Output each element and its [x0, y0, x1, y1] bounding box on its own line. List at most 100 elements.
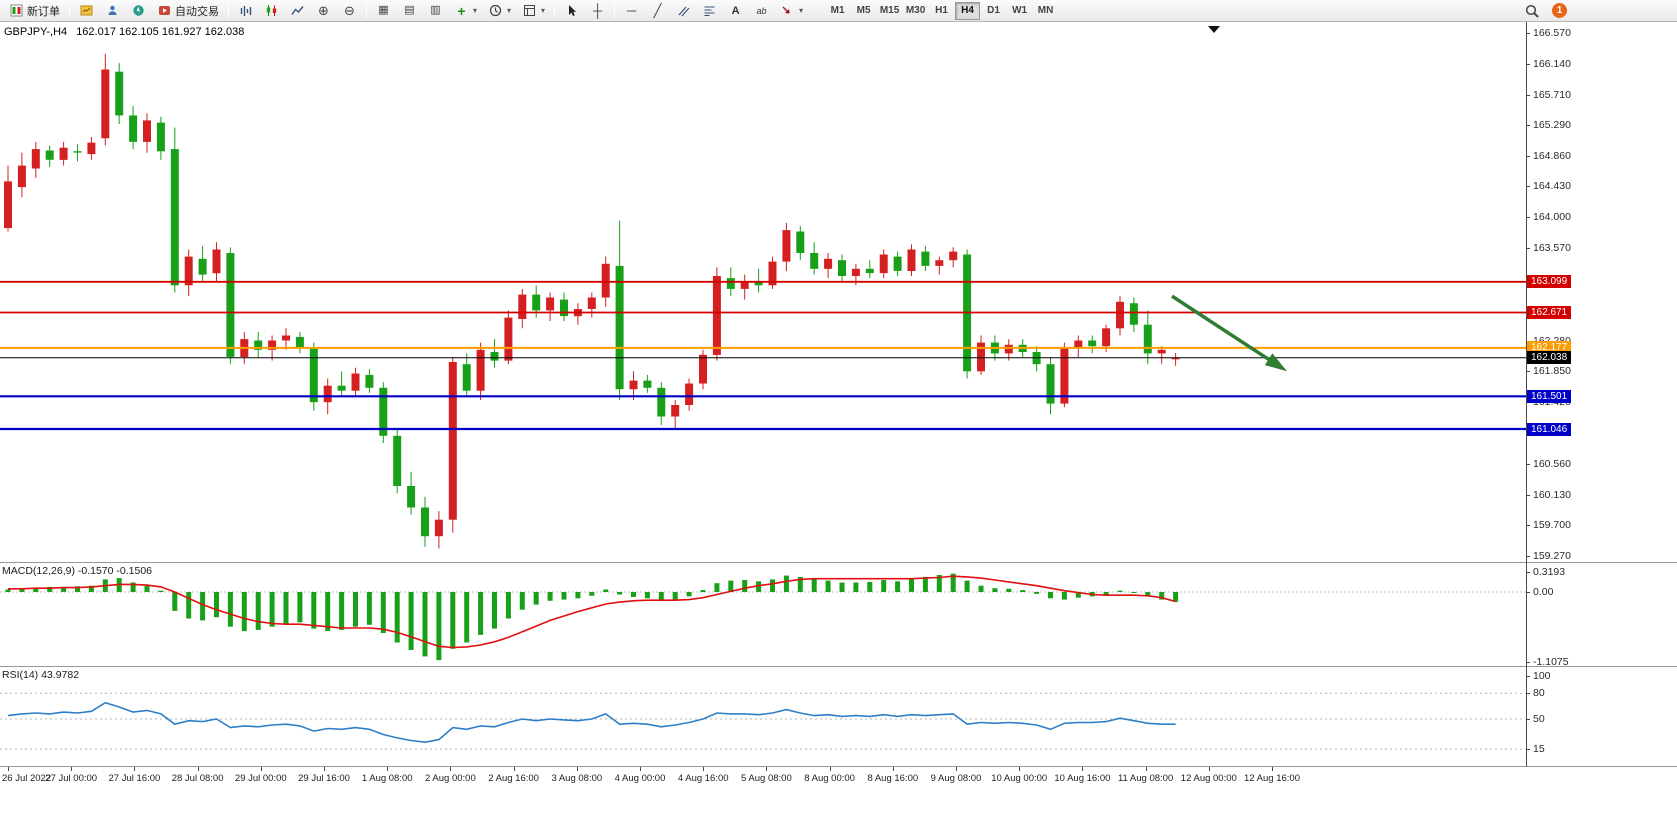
macd-histogram	[5, 573, 1179, 661]
toolbar-separator	[614, 3, 616, 18]
time-axis-tick	[1082, 767, 1084, 771]
time-axis-label: 3 Aug 08:00	[551, 773, 603, 784]
toolbar-right-group: 1	[1519, 1, 1567, 21]
periods-button[interactable]: ▾	[483, 1, 516, 21]
timeframe-toolbar: M1 M5 M15 M30 H1 H4 D1 W1 MN	[825, 1, 1058, 20]
price-axis-label: 161.850	[1533, 365, 1571, 378]
panel-separator[interactable]	[0, 666, 1677, 667]
timeframe-button-MN[interactable]: MN	[1033, 2, 1058, 20]
horizontal-price-lines[interactable]	[0, 280, 1526, 431]
axis-tick	[1526, 556, 1530, 558]
rsi-axis-label: 100	[1533, 670, 1551, 682]
arrow-annotation[interactable]	[1171, 294, 1270, 361]
trendline-button[interactable]: ╱	[645, 1, 670, 21]
time-axis-label: 10 Aug 00:00	[991, 773, 1048, 784]
autotrading-button[interactable]: 自动交易	[152, 1, 224, 21]
new-order-button[interactable]: 新订单	[4, 1, 65, 21]
timeframe-button-H4[interactable]: H4	[955, 1, 981, 20]
price-line-badge: 162.177	[1527, 341, 1572, 355]
axis-tick	[1526, 186, 1530, 188]
chart-shift-marker[interactable]	[1208, 26, 1220, 33]
data-window-button[interactable]	[100, 1, 125, 21]
time-axis-label: 29 Jul 16:00	[298, 773, 350, 784]
toolbar-separator	[228, 3, 229, 18]
time-axis-tick	[324, 767, 325, 771]
line-chart-button[interactable]	[285, 1, 310, 21]
time-axis-label: 5 Aug 08:00	[741, 773, 792, 784]
horizontal-line-button[interactable]: ─	[619, 1, 644, 21]
crosshair-button[interactable]: ┼	[585, 1, 610, 21]
indicators-icon: +	[457, 2, 466, 19]
time-axis[interactable]: 26 Jul 2022 27 Jul 00:00 27 Jul 16:00 28 Ju…	[0, 767, 1526, 807]
rsi-axis-label: 50	[1533, 713, 1545, 725]
timeframe-button-M30[interactable]: M30	[903, 2, 928, 20]
axis-tick	[1526, 571, 1530, 573]
time-axis-label: 1 Aug 08:00	[361, 773, 413, 784]
panel-separator[interactable]	[0, 562, 1677, 563]
price-axis-label: 166.570	[1533, 27, 1571, 39]
macd-indicator-panel[interactable]	[0, 563, 1526, 666]
search-button[interactable]	[1519, 1, 1544, 21]
tile-horizontal-button[interactable]: ▤	[397, 1, 422, 21]
text-icon: A	[731, 4, 740, 17]
toolbar: 新订单 自动交易 ⊕ ⊖ ▦	[0, 0, 1677, 22]
arrow-annotation-head	[1264, 353, 1287, 372]
timeframe-button-M15[interactable]: M15	[877, 2, 902, 20]
fibonacci-button[interactable]	[697, 1, 722, 21]
tile-windows-button[interactable]: ▦	[371, 1, 396, 21]
rsi-indicator-panel[interactable]	[0, 667, 1526, 766]
time-axis-label: 2 Aug 16:00	[488, 773, 539, 784]
price-axis-label: 160.560	[1533, 457, 1571, 470]
zoom-out-button[interactable]: ⊖	[337, 1, 362, 21]
channel-icon	[676, 3, 691, 18]
time-axis-label: 8 Aug 16:00	[867, 773, 919, 784]
time-axis-label: 9 Aug 08:00	[930, 773, 982, 784]
tile-vertical-button[interactable]: ▥	[423, 1, 448, 21]
cursor-button[interactable]	[559, 1, 584, 21]
macd-signal-line	[8, 575, 1176, 649]
rsi-axis-label: 80	[1533, 687, 1545, 700]
axis-tick	[1526, 371, 1530, 373]
navigator-button[interactable]	[126, 1, 151, 21]
autotrading-icon	[157, 3, 172, 18]
market-watch-button[interactable]	[74, 1, 99, 21]
axis-tick	[1526, 217, 1530, 219]
autotrading-label: 自动交易	[175, 5, 219, 18]
time-axis-tick	[1019, 767, 1021, 771]
rsi-axis-label: 15	[1533, 743, 1545, 756]
axis-tick	[1526, 661, 1530, 663]
price-axis-label: 166.140	[1533, 57, 1571, 70]
channel-button[interactable]	[671, 1, 696, 21]
time-axis-tick	[71, 767, 73, 771]
bar-chart-button[interactable]	[233, 1, 258, 21]
candlestick-chart-button[interactable]	[259, 1, 284, 21]
candlestick-chart[interactable]	[0, 22, 1526, 562]
price-line-badge: 162.038	[1527, 351, 1572, 365]
zoom-in-button[interactable]: ⊕	[311, 1, 336, 21]
indicators-button[interactable]: + ▾	[449, 1, 482, 21]
templates-button[interactable]: ▾	[517, 1, 550, 21]
arrow-tool-button[interactable]: ▾	[775, 1, 808, 21]
toolbar-separator	[366, 3, 367, 18]
timeframe-button-M5[interactable]: M5	[851, 2, 876, 20]
text-button[interactable]: A	[723, 1, 748, 21]
timeframe-button-H1[interactable]: H1	[929, 2, 954, 20]
fibonacci-icon	[702, 3, 717, 18]
price-axis[interactable]: 166.570 166.140 165.710 165.290 164.860 164.4…	[1526, 22, 1677, 767]
panel-separator[interactable]	[0, 766, 1677, 767]
timeframe-button-M1[interactable]: M1	[825, 2, 850, 20]
price-line-badge: 162.671	[1527, 306, 1572, 319]
chevron-down-icon: ▾	[541, 6, 546, 15]
notification-badge[interactable]: 1	[1552, 3, 1567, 18]
chart-title: GBPJPY-,H4 162.017 162.105 161.927 162.0…	[4, 26, 244, 38]
timeframe-button-D1[interactable]: D1	[981, 2, 1006, 20]
time-axis-label: 2 Aug 00:00	[425, 773, 476, 784]
data-window-icon	[105, 3, 120, 18]
price-axis-label: 165.710	[1533, 88, 1571, 101]
label-button[interactable]: ab	[749, 1, 774, 21]
axis-tick	[1526, 124, 1530, 126]
rsi-line	[7, 701, 1176, 744]
time-axis-label: 26 Jul 2022	[2, 773, 52, 784]
timeframe-button-W1[interactable]: W1	[1007, 2, 1032, 20]
axis-tick	[1526, 33, 1530, 34]
